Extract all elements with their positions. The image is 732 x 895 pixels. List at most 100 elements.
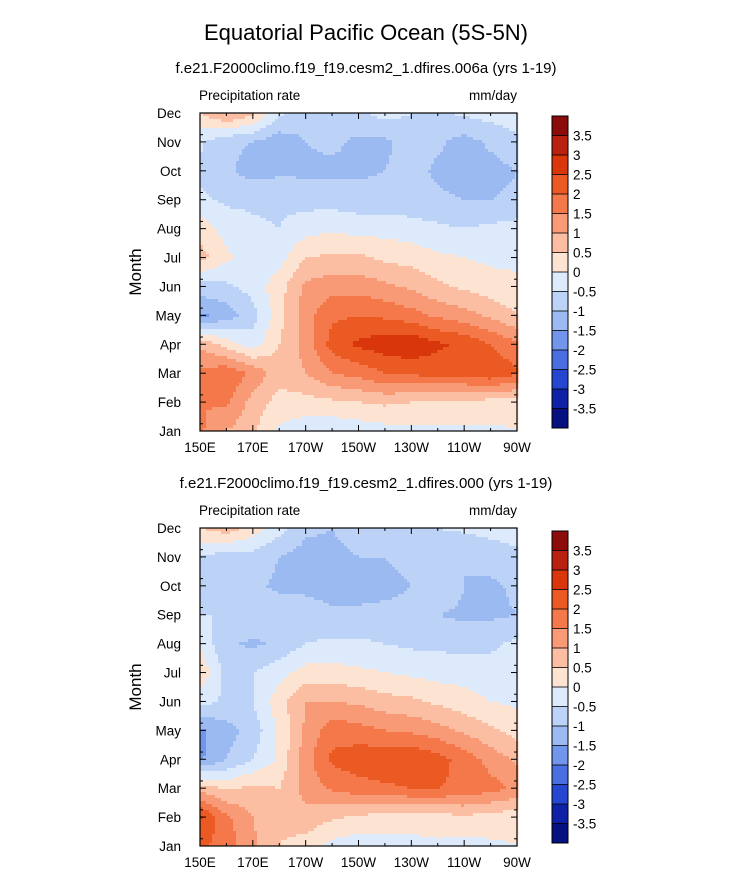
contour-cell (437, 152, 441, 156)
contour-cell (416, 245, 420, 249)
contour-cell (497, 140, 501, 144)
contour-cell (335, 155, 339, 159)
contour-cell (464, 173, 468, 177)
contour-cell (326, 206, 330, 210)
contour-cell (365, 218, 369, 222)
contour-cell (395, 122, 399, 126)
contour-cell (203, 251, 207, 255)
contour-cell (446, 122, 450, 126)
contour-cell (440, 167, 444, 171)
contour-cell (353, 185, 357, 189)
contour-cell (428, 194, 432, 198)
contour-cell (206, 140, 210, 144)
contour-cell (401, 143, 405, 147)
contour-cell (407, 134, 411, 138)
contour-cell (467, 206, 471, 210)
contour-cell (263, 170, 267, 174)
contour-cell (350, 245, 354, 249)
contour-cell (512, 212, 516, 216)
contour-cell (200, 131, 204, 135)
contour-cell (251, 122, 255, 126)
contour-cell (275, 218, 279, 222)
contour-cell (407, 173, 411, 177)
contour-cell (287, 170, 291, 174)
contour-cell (494, 251, 498, 255)
contour-cell (404, 239, 408, 243)
contour-cell (419, 128, 423, 132)
contour-cell (266, 194, 270, 198)
contour-cell (254, 146, 258, 150)
contour-cell (512, 113, 516, 117)
contour-cell (434, 122, 438, 126)
contour-cell (425, 134, 429, 138)
contour-cell (254, 155, 258, 159)
contour-cell (362, 188, 366, 192)
contour-cell (449, 128, 453, 132)
contour-cell (350, 239, 354, 243)
contour-cell (512, 215, 516, 219)
contour-cell (329, 119, 333, 123)
contour-cell (344, 185, 348, 189)
contour-cell (260, 170, 264, 174)
contour-cell (260, 236, 264, 240)
contour-cell (494, 176, 498, 180)
contour-cell (440, 170, 444, 174)
contour-cell (422, 230, 426, 234)
contour-cell (263, 179, 267, 183)
contour-cell (254, 185, 258, 189)
contour-cell (398, 134, 402, 138)
contour-cell (437, 140, 441, 144)
contour-cell (398, 131, 402, 135)
contour-cell (371, 140, 375, 144)
contour-cell (281, 185, 285, 189)
contour-cell (377, 218, 381, 222)
contour-cell (431, 113, 435, 117)
contour-cell (353, 167, 357, 171)
contour-cell (290, 215, 294, 219)
contour-cell (467, 146, 471, 150)
contour-cell (209, 224, 213, 228)
contour-cell (257, 134, 261, 138)
contour-cell (329, 227, 333, 231)
contour-cell (416, 206, 420, 210)
contour-cell (209, 221, 213, 225)
contour-cell (503, 119, 507, 123)
contour-cell (224, 203, 228, 207)
contour-cell (317, 209, 321, 213)
contour-cell (416, 188, 420, 192)
contour-cell (425, 131, 429, 135)
contour-cell (422, 248, 426, 252)
contour-cell (257, 164, 261, 168)
contour-cell (446, 206, 450, 210)
contour-cell (350, 137, 354, 141)
contour-cell (446, 251, 450, 255)
contour-cell (428, 203, 432, 207)
contour-cell (218, 212, 222, 216)
contour-cell (344, 170, 348, 174)
contour-cell (308, 143, 312, 147)
contour-cell (383, 167, 387, 171)
contour-cell (461, 194, 465, 198)
contour-cell (506, 155, 510, 159)
contour-cell (380, 191, 384, 195)
contour-cell (410, 212, 414, 216)
contour-cell (476, 239, 480, 243)
contour-cell (431, 224, 435, 228)
contour-cell (308, 137, 312, 141)
contour-cell (389, 179, 393, 183)
contour-cell (464, 161, 468, 165)
contour-cell (452, 161, 456, 165)
contour-cell (380, 137, 384, 141)
contour-cell (494, 164, 498, 168)
contour-cell (278, 140, 282, 144)
contour-cell (263, 251, 267, 255)
contour-cell (386, 236, 390, 240)
contour-cell (497, 158, 501, 162)
contour-cell (296, 197, 300, 201)
contour-cell (356, 137, 360, 141)
contour-cell (260, 128, 264, 132)
contour-cell (227, 191, 231, 195)
contour-cell (404, 185, 408, 189)
contour-cell (500, 140, 504, 144)
contour-cell (227, 119, 231, 123)
